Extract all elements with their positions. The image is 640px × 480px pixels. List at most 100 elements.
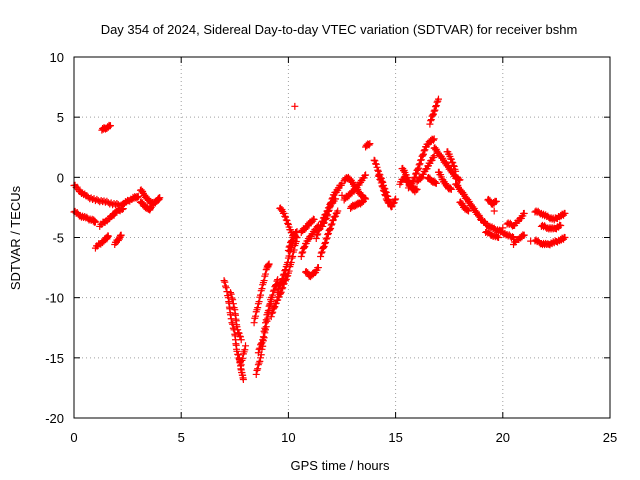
data-point	[222, 284, 230, 292]
data-point	[366, 140, 374, 148]
data-point	[265, 260, 273, 268]
data-point	[429, 136, 437, 144]
data-point	[416, 160, 424, 168]
data-point	[91, 218, 99, 226]
data-point	[252, 370, 260, 378]
data-point	[262, 316, 270, 324]
data-points	[70, 95, 569, 383]
data-point	[284, 219, 292, 227]
data-point	[147, 203, 155, 211]
data-point	[233, 347, 241, 355]
data-point	[254, 365, 262, 373]
data-point	[323, 234, 331, 242]
data-point	[227, 290, 235, 298]
data-point	[387, 198, 395, 206]
data-point	[267, 294, 275, 302]
data-point	[282, 266, 290, 274]
data-point	[269, 287, 277, 295]
data-point	[419, 151, 427, 159]
data-point	[312, 234, 320, 242]
data-point	[319, 244, 327, 252]
data-point	[257, 354, 265, 362]
data-point	[273, 277, 281, 285]
data-point	[359, 197, 367, 205]
data-point	[234, 326, 242, 334]
data-point	[362, 171, 370, 179]
data-point	[104, 232, 112, 240]
data-point	[338, 191, 346, 199]
data-point	[314, 264, 322, 272]
data-point	[430, 135, 438, 143]
x-axis-label: GPS time / hours	[291, 458, 390, 473]
x-tick-label: 25	[603, 430, 617, 445]
data-point	[434, 95, 442, 103]
data-point	[221, 278, 229, 286]
data-point	[310, 215, 318, 223]
data-point	[262, 270, 270, 278]
data-point	[429, 110, 437, 118]
x-tick-label: 0	[70, 430, 77, 445]
y-tick-label: -20	[45, 411, 64, 426]
data-point	[274, 289, 282, 297]
data-point	[262, 319, 270, 327]
data-point	[258, 285, 266, 293]
data-point	[227, 289, 235, 297]
data-point	[450, 162, 458, 170]
data-point	[284, 259, 292, 267]
data-point	[255, 359, 263, 367]
data-point	[321, 240, 329, 248]
data-point	[322, 235, 330, 243]
data-point	[285, 243, 293, 251]
data-point	[261, 324, 269, 332]
data-point	[415, 161, 423, 169]
data-point	[412, 170, 420, 178]
x-tick-label: 10	[281, 430, 295, 445]
x-tick-label: 15	[388, 430, 402, 445]
data-point	[411, 188, 419, 196]
data-point	[313, 231, 321, 239]
data-point	[267, 313, 275, 321]
data-point	[259, 333, 267, 341]
data-point	[495, 234, 503, 241]
data-point	[220, 277, 228, 285]
data-point	[315, 225, 323, 233]
data-point	[293, 227, 301, 235]
data-point	[325, 206, 333, 214]
data-point	[300, 244, 308, 252]
data-point	[134, 193, 142, 201]
data-point	[279, 271, 287, 279]
data-point	[452, 167, 460, 175]
data-point	[492, 197, 500, 205]
data-point	[318, 248, 326, 256]
data-point	[279, 275, 287, 283]
data-point	[561, 209, 569, 217]
data-point	[235, 329, 243, 337]
data-point	[432, 103, 440, 111]
data-point	[291, 102, 299, 110]
data-point	[257, 340, 265, 348]
data-point	[421, 146, 429, 154]
data-point	[223, 288, 231, 296]
data-point	[271, 303, 279, 311]
data-point	[239, 375, 247, 383]
grid	[74, 57, 610, 418]
axis-ticks: 0 5 10 15 20 25 -20 -15 -10 -5 0 5 10	[45, 50, 617, 445]
data-point	[327, 224, 335, 232]
data-point	[326, 203, 334, 211]
data-point	[233, 323, 241, 331]
data-point	[228, 294, 236, 302]
x-tick-label: 5	[178, 430, 185, 445]
data-point	[319, 222, 327, 230]
data-point	[317, 249, 325, 257]
data-point	[299, 248, 307, 256]
data-point	[270, 304, 278, 312]
data-point	[253, 366, 261, 374]
data-point	[241, 346, 249, 354]
data-point	[229, 324, 237, 332]
data-point	[464, 207, 472, 215]
data-point	[156, 194, 164, 202]
y-tick-label: 10	[50, 50, 64, 65]
data-point	[414, 164, 422, 172]
data-point	[447, 185, 455, 193]
